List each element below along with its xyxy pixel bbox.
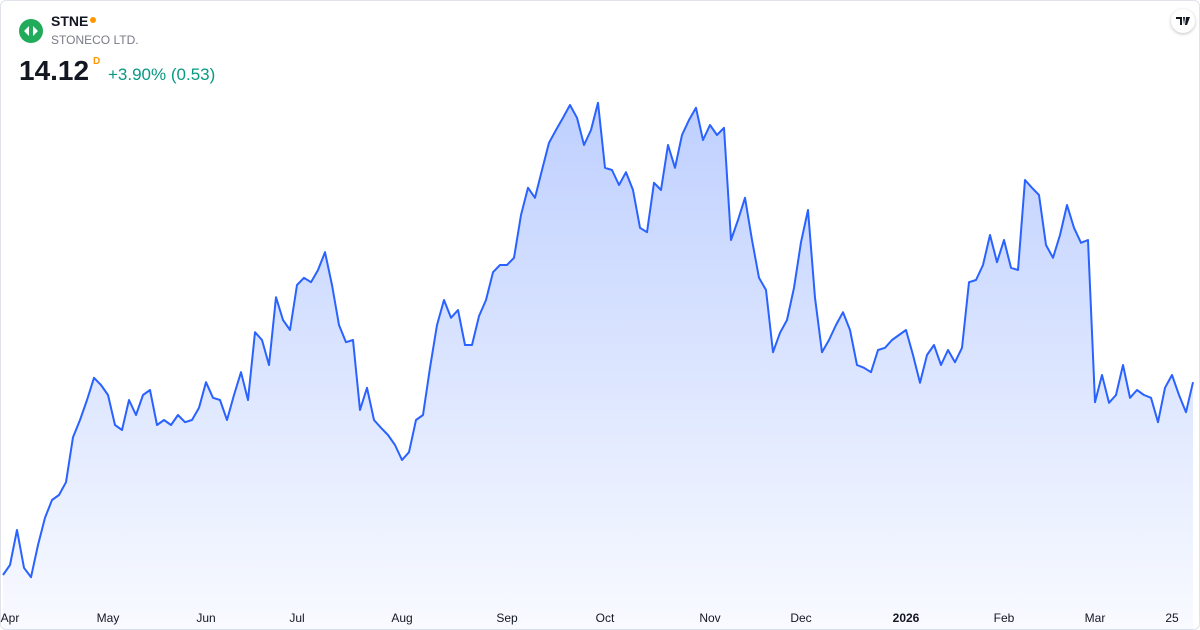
x-tick-label: Feb	[994, 611, 1015, 625]
price: 14.12	[19, 55, 90, 86]
area-fill	[3, 102, 1193, 630]
logo-icon	[24, 26, 38, 36]
price-flag: D	[93, 56, 101, 67]
x-tick-label: Sep	[496, 611, 518, 625]
x-tick-label: Dec	[790, 611, 811, 625]
x-tick-label: Jun	[196, 611, 215, 625]
price-change: +3.90% (0.53)	[108, 65, 216, 84]
x-tick-label: Oct	[596, 611, 615, 625]
company-name: STONECO LTD.	[51, 33, 139, 47]
brand-logo[interactable]	[1171, 9, 1195, 33]
symbol-logo	[19, 19, 43, 43]
x-tick-label: Nov	[699, 611, 720, 625]
x-tick-label: 25	[1165, 611, 1179, 625]
x-tick-label: Mar	[1085, 611, 1106, 625]
x-tick-label: Jul	[289, 611, 304, 625]
status-dot	[90, 17, 96, 23]
x-tick-label: Apr	[1, 611, 20, 625]
x-tick-label: May	[97, 611, 120, 625]
brand-icon	[1176, 17, 1190, 25]
price-line	[2, 101, 1194, 579]
x-tick-label: 2026	[893, 611, 920, 625]
symbol: STNE	[51, 13, 89, 29]
x-tick-label: Aug	[391, 611, 412, 625]
